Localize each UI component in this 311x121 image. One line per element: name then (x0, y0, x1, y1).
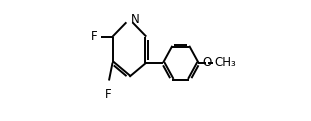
Text: F: F (91, 30, 97, 43)
Text: O: O (202, 56, 212, 69)
Text: F: F (105, 88, 112, 101)
Text: N: N (131, 13, 139, 26)
Text: CH₃: CH₃ (214, 56, 236, 69)
